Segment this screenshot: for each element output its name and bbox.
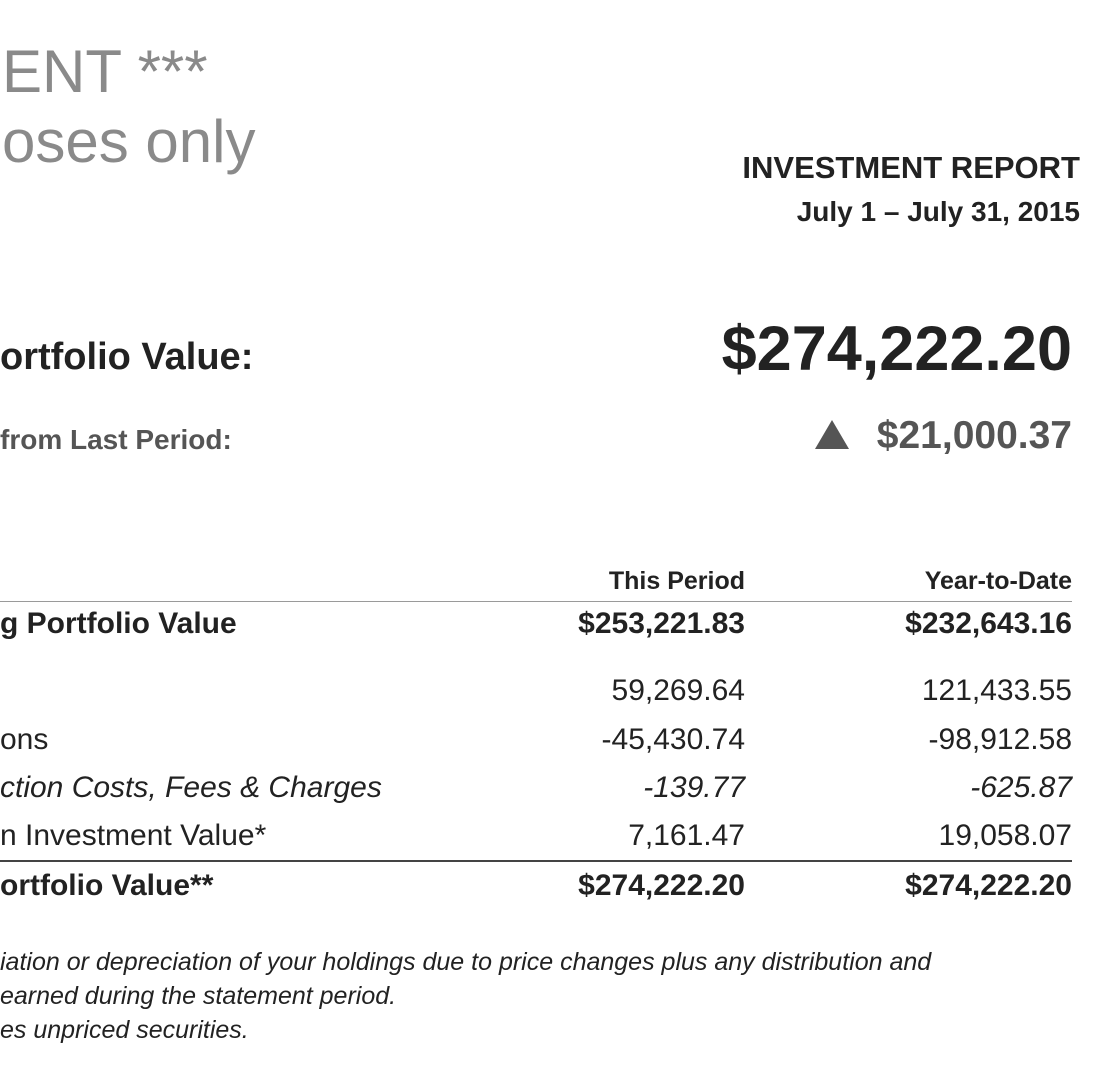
- portfolio-summary-table: This Period Year-to-Date g Portfolio Val…: [0, 565, 1072, 902]
- row-this-period: $253,221.83: [578, 607, 745, 640]
- header-year-to-date: Year-to-Date: [924, 567, 1072, 595]
- change-label: from Last Period:: [0, 424, 232, 455]
- row-this-period: 59,269.64: [611, 674, 745, 707]
- report-title: INVESTMENT REPORT: [742, 150, 1080, 185]
- table-row: ons -45,430.74 -98,912.58: [0, 723, 1072, 763]
- row-label: n Investment Value*: [0, 819, 267, 852]
- row-ytd: 19,058.07: [938, 819, 1072, 852]
- footnote-line-3: es unpriced securities.: [0, 1016, 249, 1044]
- row-label: ons: [0, 723, 49, 756]
- table-row: n Investment Value* 7,161.47 19,058.07: [0, 819, 1072, 859]
- row-this-period: 7,161.47: [628, 819, 745, 852]
- footnote-line-1: iation or depreciation of your holdings …: [0, 948, 932, 976]
- row-label: g Portfolio Value: [0, 607, 237, 640]
- row-ytd: $232,643.16: [905, 607, 1072, 640]
- row-this-period: $274,222.20: [578, 869, 745, 902]
- row-label: ortfolio Value**: [0, 869, 214, 902]
- table-header: This Period Year-to-Date: [0, 565, 1072, 602]
- watermark-line-2: oses only: [2, 108, 256, 175]
- row-ytd: -98,912.58: [928, 723, 1072, 756]
- table-row: 59,269.64 121,433.55: [0, 674, 1072, 714]
- change-value-group: $21,000.37: [814, 414, 1072, 458]
- row-ytd: 121,433.55: [921, 674, 1072, 707]
- row-ytd: -625.87: [970, 771, 1072, 804]
- row-this-period: -139.77: [643, 771, 745, 804]
- up-triangle-icon: [814, 419, 849, 449]
- row-this-period: -45,430.74: [601, 723, 745, 756]
- row-label: ction Costs, Fees & Charges: [0, 771, 382, 804]
- watermark-line-1: ENT ***: [2, 38, 208, 105]
- table-row: g Portfolio Value $253,221.83 $232,643.1…: [0, 607, 1072, 647]
- row-ytd: $274,222.20: [905, 869, 1072, 902]
- portfolio-value-label: ortfolio Value:: [0, 336, 254, 378]
- report-period: July 1 – July 31, 2015: [796, 196, 1080, 227]
- table-row: ction Costs, Fees & Charges -139.77 -625…: [0, 771, 1072, 811]
- change-value: $21,000.37: [876, 414, 1072, 457]
- portfolio-value: $274,222.20: [721, 314, 1072, 384]
- table-row-total: ortfolio Value** $274,222.20 $274,222.20: [0, 869, 1072, 909]
- header-this-period: This Period: [608, 567, 745, 595]
- total-divider: [0, 860, 1072, 862]
- footnote-line-2: earned during the statement period.: [0, 982, 397, 1010]
